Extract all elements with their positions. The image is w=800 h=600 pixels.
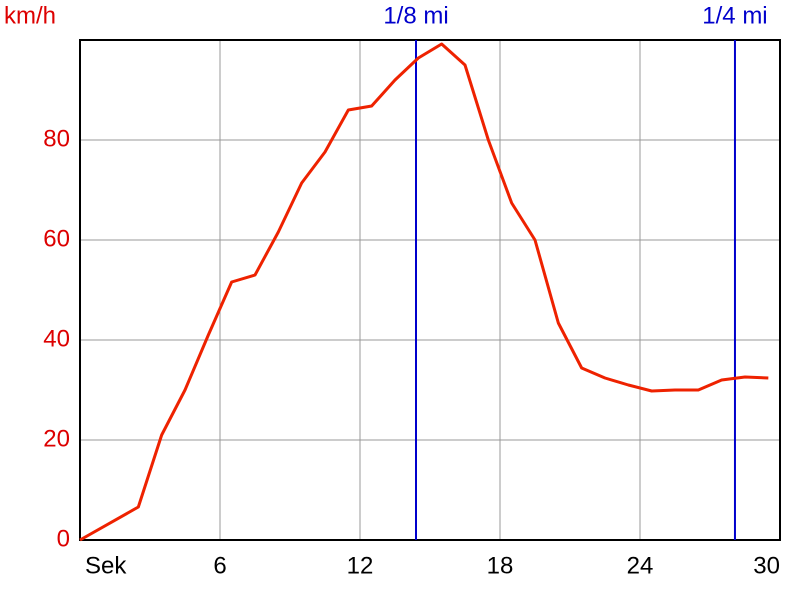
y-tick-label: 0 — [57, 525, 70, 552]
y-tick-label: 80 — [43, 125, 70, 152]
data-line — [79, 42, 769, 542]
y-tick-label: 40 — [43, 325, 70, 352]
y-axis-label: km/h — [4, 2, 56, 29]
x-tick-label: 12 — [347, 552, 374, 579]
marker-label: 1/4 mi — [702, 2, 767, 29]
x-tick-label: Sek — [85, 552, 127, 579]
x-tick-label: 30 — [753, 552, 780, 579]
x-tick-label: 18 — [487, 552, 514, 579]
marker-label: 1/8 mi — [383, 2, 448, 29]
x-tick-label: 24 — [627, 552, 654, 579]
y-tick-label: 20 — [43, 425, 70, 452]
x-tick-label: 6 — [213, 552, 226, 579]
plot-frame — [79, 39, 781, 541]
y-tick-label: 60 — [43, 225, 70, 252]
